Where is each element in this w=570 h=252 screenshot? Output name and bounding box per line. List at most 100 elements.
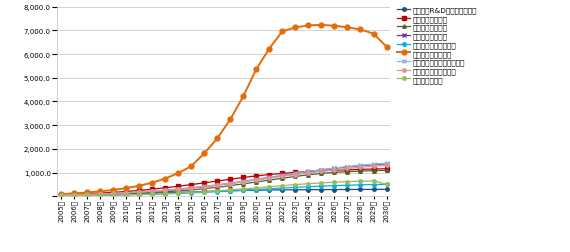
교통체계효율화사업 — [84, 191, 91, 194]
플랜트기술고도화사업 — [344, 184, 351, 187]
미래도시철도기술개발사업 — [58, 194, 64, 197]
첨단도시개발사업 — [96, 193, 103, 196]
미래철도기술개발사업 — [240, 181, 247, 184]
첨단도시개발사업 — [188, 187, 194, 190]
항공선진화사업 — [253, 186, 260, 190]
교통체계효율화사업 — [136, 184, 142, 187]
건설교통R&D정책인프라사업 — [123, 193, 129, 196]
미래도시철도기술개발사업 — [279, 174, 286, 177]
미래도시철도기술개발사업 — [266, 176, 272, 179]
미래철도기술개발사업 — [96, 193, 103, 196]
미래도시철도기술개발사업 — [162, 189, 169, 192]
항공선진화사업 — [58, 194, 64, 197]
건설기술혁신사업 — [266, 173, 272, 176]
건설교통R&D정책인프라사업 — [344, 188, 351, 191]
건설기술혁신사업 — [292, 171, 299, 174]
교통체계효율화사업 — [71, 192, 78, 195]
교통체계효율화사업 — [357, 29, 364, 32]
미래도시철도기술개발사업 — [96, 193, 103, 196]
항공선진화사업 — [162, 192, 169, 195]
항공선진화사업 — [136, 193, 142, 196]
플랜트기술고도화사업 — [84, 194, 91, 197]
교통체계효율화사업 — [58, 193, 64, 196]
첨단도시개발사업 — [279, 174, 286, 177]
교통체계효율화사업 — [318, 24, 325, 27]
첨단도시개발사업 — [331, 167, 338, 170]
플랜트기술고도화사업 — [253, 188, 260, 191]
교통체계효율화사업 — [123, 187, 129, 190]
건설기술혁신사업 — [279, 172, 286, 175]
미래철도기술개발사업 — [344, 167, 351, 170]
미래도시철도기술개발사업 — [175, 188, 182, 191]
Line: 미래철도기술개발사업: 미래철도기술개발사업 — [59, 164, 388, 197]
건설교통R&D정책인프라사업 — [240, 189, 247, 192]
지역기술혁신사업 — [188, 188, 194, 192]
미래도시철도기술개발사업 — [149, 190, 156, 193]
미래도시철도기술개발사업 — [383, 162, 390, 165]
지역기술혁신사업 — [136, 192, 142, 195]
교통체계효율화사업 — [149, 181, 156, 184]
첨단도시개발사업 — [162, 189, 169, 192]
건설교통R&D정책인프라사업 — [162, 192, 169, 195]
플랜트기술고도화사업 — [279, 187, 286, 190]
항공선진화사업 — [123, 194, 129, 197]
플랜트기술고도화사업 — [266, 187, 272, 191]
건설교통R&D정책인프라사업 — [201, 190, 207, 193]
건설기술혁신사업 — [305, 170, 312, 173]
항공선진화사업 — [370, 180, 377, 183]
첨단도시개발사업 — [344, 166, 351, 169]
지역기술혁신사업 — [227, 184, 234, 187]
건설교통R&D정책인프라사업 — [305, 188, 312, 192]
건설교통R&D정책인프라사업 — [136, 193, 142, 196]
건설기술혁신사업 — [109, 191, 116, 194]
미래도시철도기술개발사업 — [357, 164, 364, 167]
미래철도기술개발사업 — [370, 165, 377, 168]
지역기술혁신사업 — [175, 190, 182, 193]
첨단도시개발사업 — [292, 172, 299, 175]
플랜트기술고도화사업 — [331, 184, 338, 187]
지역기술혁신사업 — [149, 191, 156, 194]
첨단도시개발사업 — [318, 169, 325, 172]
건설교통R&D정책인프라사업 — [149, 192, 156, 195]
교통체계효율화사업 — [279, 30, 286, 34]
지역기술혁신사업 — [123, 193, 129, 196]
교통체계효율화사업 — [331, 25, 338, 28]
미래도시철도기술개발사업 — [292, 172, 299, 175]
플랜트기술고도화사업 — [305, 185, 312, 188]
플랜트기술고도화사업 — [214, 191, 221, 194]
항공선진화사업 — [292, 183, 299, 186]
교통체계효율화사업 — [109, 189, 116, 192]
건설교통R&D정책인프라사업 — [331, 188, 338, 191]
건설교통R&D정책인프라사업 — [253, 189, 260, 192]
플랜트기술고도화사업 — [201, 191, 207, 194]
미래도시철도기술개발사업 — [201, 185, 207, 188]
항공선진화사업 — [84, 194, 91, 197]
첨단도시개발사업 — [201, 185, 207, 188]
미래철도기술개발사업 — [331, 169, 338, 172]
교통체계효율화사업 — [175, 172, 182, 175]
지역기술혁신사업 — [331, 171, 338, 174]
항공선진화사업 — [214, 190, 221, 193]
지역기술혁신사업 — [279, 177, 286, 180]
교통체계효율화사업 — [292, 27, 299, 30]
건설교통R&D정책인프라사업 — [266, 189, 272, 192]
건설기술혁신사업 — [318, 170, 325, 173]
지역기술혁신사업 — [357, 170, 364, 173]
미래도시철도기술개발사업 — [240, 180, 247, 183]
첨단도시개발사업 — [370, 164, 377, 167]
건설기술혁신사업 — [201, 182, 207, 185]
플랜트기술고도화사업 — [123, 194, 129, 197]
플랜트기술고도화사업 — [383, 183, 390, 186]
건설교통R&D정책인프라사업 — [175, 191, 182, 194]
미래철도기술개발사업 — [149, 190, 156, 193]
건설교통R&D정책인프라사업 — [370, 188, 377, 191]
지역기술혁신사업 — [305, 174, 312, 177]
플랜트기술고도화사업 — [318, 185, 325, 188]
미래철도기술개발사업 — [383, 164, 390, 167]
건설기술혁신사업 — [370, 168, 377, 171]
첨단도시개발사업 — [71, 194, 78, 197]
Legend: 건설교통R&D정책인프라사업, 건설기술혁신사업, 지역기술혁신사업, 첨단도시개발사업, 플랜트기술고도화사업, 교통체계효율화사업, 미래도시철도기술개발사: 건설교통R&D정책인프라사업, 건설기술혁신사업, 지역기술혁신사업, 첨단도시… — [397, 7, 477, 83]
미래철도기술개발사업 — [109, 192, 116, 195]
첨단도시개발사업 — [305, 171, 312, 174]
건설교통R&D정책인프라사업 — [227, 190, 234, 193]
